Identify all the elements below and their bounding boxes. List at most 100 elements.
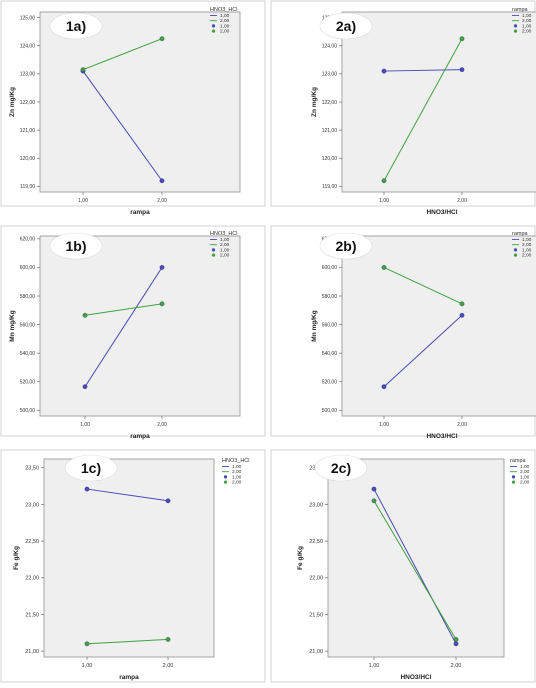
y-tick-label: 22,50 bbox=[25, 539, 39, 545]
series-line-1 bbox=[84, 267, 163, 387]
series-line-2 bbox=[373, 500, 457, 640]
x-axis-title: rampa bbox=[130, 433, 150, 440]
x-tick-label: 1,00 bbox=[379, 422, 389, 428]
data-point bbox=[159, 265, 165, 270]
x-tick-label: 2,00 bbox=[157, 198, 167, 204]
data-point bbox=[381, 68, 387, 74]
y-tick-label: 121,00 bbox=[20, 128, 36, 134]
y-axis-title: Mn mg/Kg bbox=[9, 310, 16, 341]
data-point bbox=[371, 498, 377, 504]
legend-label: 1,00 bbox=[522, 247, 532, 253]
legend-label: 2,00 bbox=[522, 242, 532, 248]
chart-panel-1a: 119,00 120,00 121,00 122,00 123,00 124,00 125,… bbox=[0, 0, 266, 216]
legend-label: 2,00 bbox=[220, 18, 230, 24]
y-tick-label: 123,00 bbox=[20, 72, 36, 78]
panel-tag: 1b) bbox=[66, 238, 87, 254]
legend-marker-swatch bbox=[211, 253, 216, 257]
chart-panel-2c: 21,0021,5022,0022,5023,0023,501,002,00HN… bbox=[270, 449, 536, 683]
data-point bbox=[453, 641, 459, 647]
legend-title: HNO3_HCl bbox=[210, 231, 238, 237]
y-tick-label: 119,00 bbox=[20, 184, 35, 190]
data-point bbox=[459, 301, 465, 307]
x-tick-label: 1,00 bbox=[379, 198, 389, 204]
legend-label: 2,00 bbox=[220, 242, 230, 248]
data-point bbox=[82, 312, 88, 318]
panel-tag-bubble bbox=[319, 232, 373, 260]
legend-title: rampa bbox=[512, 231, 529, 237]
legend-marker-swatch bbox=[513, 29, 518, 33]
data-point bbox=[84, 486, 90, 492]
plot-area bbox=[341, 235, 536, 417]
legend-label: 1,00 bbox=[522, 23, 532, 29]
legend-marker-swatch bbox=[211, 248, 216, 252]
legend-marker-swatch bbox=[211, 24, 216, 28]
series-line-1 bbox=[82, 70, 163, 182]
data-point bbox=[371, 486, 377, 492]
legend-title: rampa bbox=[512, 7, 529, 13]
legend-marker-swatch bbox=[513, 24, 518, 28]
y-axis-title: Fe g/Kg bbox=[13, 546, 20, 570]
chart-panel-1b: 500,00 520,00 540,00 560,00 580,00 600,00 620,… bbox=[0, 225, 266, 440]
x-tick-label: 1,00 bbox=[78, 198, 88, 204]
y-tick-label: 21,50 bbox=[309, 612, 323, 618]
legend-marker-swatch bbox=[511, 475, 516, 479]
y-tick-label: 125,00 bbox=[20, 15, 36, 21]
y-tick-label: 560,00 bbox=[322, 322, 338, 328]
series-line-2 bbox=[383, 38, 463, 181]
y-tick-label: 120,00 bbox=[20, 156, 36, 162]
x-tick-label: 1,00 bbox=[82, 663, 93, 669]
panel-tag: 2c) bbox=[331, 460, 351, 476]
y-tick-label: 600,00 bbox=[20, 265, 36, 271]
y-axis-title: Fe g/Kg bbox=[297, 546, 304, 570]
y-tick-label: 23,00 bbox=[309, 502, 323, 508]
y-tick-label: 580,00 bbox=[20, 294, 36, 300]
data-point bbox=[459, 36, 465, 42]
y-tick-label: 22,50 bbox=[309, 539, 323, 545]
legend-label: 1,00 bbox=[520, 464, 530, 470]
y-tick-label: 620,00 bbox=[20, 237, 36, 243]
legend-marker-swatch bbox=[511, 480, 516, 484]
series-line-2 bbox=[383, 266, 463, 305]
x-axis-title: rampa bbox=[130, 209, 150, 216]
chart-panel-2a: 119,00120,00121,00122,00123,00124,00125,… bbox=[270, 0, 536, 216]
plot-area bbox=[39, 235, 241, 417]
data-point bbox=[159, 178, 165, 184]
panel-tag: 1c) bbox=[81, 460, 101, 476]
data-point bbox=[159, 36, 165, 42]
x-axis-title: HNO3/HCl bbox=[400, 674, 431, 681]
legend-label: 1,00 bbox=[232, 464, 242, 470]
legend-title: HNO3_HCl bbox=[210, 7, 238, 13]
x-axis-title: rampa bbox=[119, 674, 139, 681]
y-tick-label: 21,00 bbox=[25, 649, 39, 655]
data-point bbox=[459, 312, 465, 318]
y-tick-label: 520,00 bbox=[20, 380, 36, 386]
y-axis-title: Zn mg/Kg bbox=[9, 87, 16, 117]
legend-marker-swatch bbox=[223, 480, 228, 484]
y-tick-label: 500,00 bbox=[20, 408, 36, 414]
series-line-2 bbox=[82, 38, 163, 71]
y-tick-label: 600,00 bbox=[322, 265, 338, 271]
y-tick-label: 124,00 bbox=[20, 44, 36, 50]
legend-marker-swatch bbox=[223, 475, 228, 479]
data-point bbox=[80, 67, 86, 73]
x-axis-title: HNO3/HCl bbox=[426, 433, 457, 440]
y-axis-title: Zn mg/Kg bbox=[311, 87, 318, 117]
data-point bbox=[381, 265, 387, 270]
x-tick-label: 1,00 bbox=[369, 663, 380, 669]
legend-label: 2,00 bbox=[232, 469, 242, 475]
legend-title: HNO3_HCl bbox=[222, 458, 250, 464]
x-tick-label: 2,00 bbox=[157, 422, 167, 428]
legend-label: 2,00 bbox=[522, 18, 532, 24]
y-tick-label: 21,50 bbox=[25, 612, 39, 618]
y-tick-label: 520,00 bbox=[322, 380, 338, 386]
y-tick-label: 540,00 bbox=[322, 351, 338, 357]
series-line-1 bbox=[86, 488, 169, 502]
y-tick-label: 540,00 bbox=[20, 351, 36, 357]
y-tick-label: 122,00 bbox=[20, 100, 36, 106]
legend-label: 2,00 bbox=[522, 253, 532, 259]
